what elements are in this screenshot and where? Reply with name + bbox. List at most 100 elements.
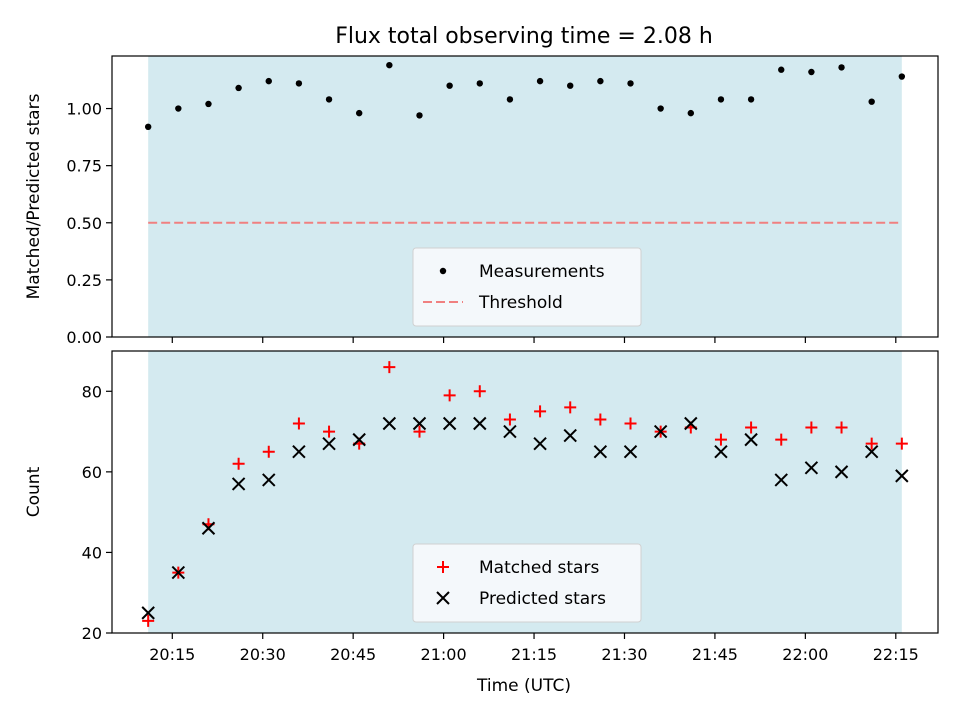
data-point-measurements <box>567 82 574 89</box>
data-point-predicted-stars <box>292 445 306 459</box>
y-tick-label: 0.75 <box>66 157 102 176</box>
data-point-measurements <box>868 98 875 105</box>
y-tick-label: 0.25 <box>66 271 102 290</box>
x-tick-label: 20:30 <box>240 645 286 664</box>
legend-marker <box>437 561 449 573</box>
data-point-predicted-stars <box>201 521 216 535</box>
y-axis-label: Count <box>24 466 44 517</box>
data-point-matched-stars <box>232 457 245 470</box>
data-point-matched-stars <box>594 413 607 426</box>
data-point-predicted-stars <box>593 445 608 459</box>
data-point-matched-stars <box>714 433 727 446</box>
data-point-measurements <box>325 96 333 103</box>
data-point-predicted-stars <box>563 428 577 443</box>
x-tick-label: 21:45 <box>692 645 738 664</box>
data-point-predicted-stars <box>864 445 879 459</box>
data-point-predicted-stars <box>231 477 246 491</box>
data-point-predicted-stars <box>442 416 457 431</box>
x-axis-label: Time (UTC) <box>476 676 571 696</box>
x-tick-label: 21:30 <box>601 645 647 664</box>
data-point-measurements <box>778 66 785 73</box>
top-panel-ratio: 0.00 0.25 0.50 0.75 1.00 Matched/Predicted st… <box>24 55 939 347</box>
data-point-predicted-stars <box>322 436 336 451</box>
y-tick-label: 80 <box>82 382 102 401</box>
data-point-predicted-stars <box>744 432 758 447</box>
data-point-matched-stars <box>383 361 396 374</box>
y-tick-label: 1.00 <box>66 100 102 119</box>
data-point-measurements <box>838 64 845 71</box>
data-point-measurements <box>355 109 363 117</box>
x-tick-label: 20:45 <box>330 645 376 664</box>
axes-frame <box>111 350 939 634</box>
data-point-predicted-stars <box>262 473 276 487</box>
data-point-predicted-stars <box>714 445 728 459</box>
y-axis-label: Matched/Predicted stars <box>24 93 44 299</box>
axes-frame <box>111 55 939 338</box>
data-point-predicted-stars <box>503 424 517 439</box>
legend: Measurements Threshold <box>412 247 642 327</box>
data-point-predicted-stars <box>141 606 155 620</box>
data-point-matched-stars <box>564 401 577 414</box>
y-tick-label: 0.50 <box>66 214 102 233</box>
x-tick-label: 22:15 <box>873 645 919 664</box>
data-point-predicted-stars <box>171 565 186 580</box>
data-point-measurements <box>687 109 695 117</box>
data-point-matched-stars <box>865 437 878 450</box>
y-tick-label: 60 <box>82 463 102 482</box>
data-point-matched-stars <box>503 413 516 426</box>
x-tick-label: 21:15 <box>511 645 557 664</box>
data-point-matched-stars <box>745 421 758 434</box>
data-point-measurements <box>627 80 634 87</box>
data-point-measurements <box>386 61 393 69</box>
data-point-measurements <box>235 84 242 92</box>
data-point-measurements <box>416 112 423 119</box>
chart-title: Flux total observing time = 2.08 h <box>335 24 713 49</box>
data-point-measurements <box>657 105 664 112</box>
data-point-matched-stars <box>775 433 788 446</box>
data-point-measurements <box>808 68 815 76</box>
data-point-predicted-stars <box>352 432 366 447</box>
data-point-measurements <box>476 80 483 87</box>
data-point-predicted-stars <box>804 461 819 475</box>
data-point-measurements <box>717 96 725 103</box>
data-point-measurements <box>265 77 272 85</box>
data-point-measurements <box>446 82 453 89</box>
data-point-measurements <box>536 77 544 85</box>
data-point-matched-stars <box>473 385 486 398</box>
data-point-predicted-stars <box>473 416 487 431</box>
legend-label: Predicted stars <box>479 589 606 609</box>
x-tick-label: 22:00 <box>782 645 828 664</box>
data-point-predicted-stars <box>834 465 849 479</box>
x-tick-label: 21:00 <box>421 645 467 664</box>
data-point-predicted-stars <box>623 445 638 459</box>
legend: Matched stars Predicted stars <box>412 543 642 623</box>
data-point-predicted-stars <box>774 473 788 487</box>
data-point-matched-stars <box>323 425 336 438</box>
data-point-matched-stars <box>443 389 456 402</box>
data-point-predicted-stars <box>412 416 427 431</box>
data-point-predicted-stars <box>895 469 909 483</box>
data-point-measurements <box>597 77 604 85</box>
data-point-predicted-stars <box>382 416 397 431</box>
data-point-predicted-stars <box>684 416 698 431</box>
legend-label: Measurements <box>479 262 605 282</box>
y-tick-label: 0.00 <box>66 328 102 347</box>
bottom-panel-counts: 20 40 60 80 20:15 20:30 20:45 21:00 21:15 21:30 21… <box>24 350 939 664</box>
data-point-matched-stars <box>262 445 275 458</box>
x-tick-label: 20:15 <box>149 645 195 664</box>
legend-marker <box>439 267 447 275</box>
data-point-measurements <box>205 100 212 108</box>
data-point-matched-stars <box>413 425 426 438</box>
y-tick-label: 40 <box>82 543 102 562</box>
data-point-predicted-stars <box>533 436 547 451</box>
data-point-matched-stars <box>895 437 908 450</box>
data-point-measurements <box>144 123 152 131</box>
data-point-measurements <box>506 96 514 103</box>
legend-label: Threshold <box>478 293 563 313</box>
data-point-matched-stars <box>142 614 155 627</box>
data-point-matched-stars <box>835 421 848 434</box>
data-point-measurements <box>747 96 755 103</box>
y-tick-label: 20 <box>82 624 102 643</box>
data-point-measurements <box>295 80 303 87</box>
